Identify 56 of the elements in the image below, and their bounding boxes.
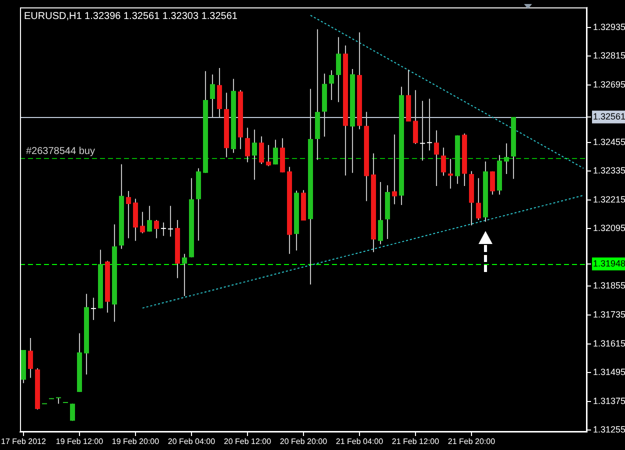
candlestick	[70, 403, 75, 422]
candlestick	[476, 178, 481, 221]
candlestick	[392, 134, 397, 205]
candlestick	[259, 136, 264, 164]
y-tick-label: 1.32935	[593, 22, 625, 32]
candlestick	[147, 205, 152, 232]
candlestick	[161, 222, 166, 236]
candlestick	[273, 139, 278, 165]
x-tick-label: 20 Feb 12:00	[224, 437, 272, 446]
y-tick-label: 1.32815	[593, 50, 625, 61]
y-tick-label: 1.31615	[593, 338, 625, 348]
candlestick	[378, 181, 383, 245]
x-tick-label: 21 Feb 04:00	[336, 437, 384, 446]
y-tick-label: 1.31948	[593, 258, 625, 268]
candlestick	[490, 170, 495, 196]
candlestick	[28, 338, 33, 378]
y-tick-label: 1.31375	[593, 396, 625, 406]
ref-line-label: #26378544 buy	[26, 146, 95, 158]
y-tick-label: 1.32561	[593, 111, 625, 122]
candlestick	[210, 74, 215, 118]
x-tick-label: 17 Feb 2012	[1, 437, 46, 446]
candlestick	[217, 68, 222, 118]
y-tick-label: 1.32095	[593, 223, 625, 234]
candlestick	[182, 253, 187, 297]
candlestick	[266, 144, 271, 167]
candlestick	[420, 100, 425, 162]
x-tick-label: 19 Feb 12:00	[56, 437, 104, 446]
candlestick	[336, 36, 341, 103]
candlestick	[154, 220, 159, 239]
y-tick-label: 1.31735	[593, 309, 625, 320]
x-tick-label: 20 Feb 04:00	[168, 437, 216, 446]
y-tick-label: 1.31855	[593, 280, 625, 291]
candlestick	[329, 70, 334, 100]
y-tick-label: 1.32215	[593, 194, 625, 204]
candlestick	[427, 98, 432, 152]
y-tick-label: 1.31495	[593, 367, 625, 378]
x-tick-label: 21 Feb 20:00	[448, 437, 496, 446]
x-tick-label: 19 Feb 20:00	[112, 437, 160, 446]
candlestick	[413, 90, 418, 145]
candlestick	[252, 129, 257, 180]
candlestick	[168, 205, 173, 238]
candlestick	[91, 297, 96, 321]
y-tick-label: 1.32335	[593, 166, 625, 176]
candlestick	[126, 190, 131, 239]
candlestick	[245, 127, 250, 163]
chart-title: EURUSD,H1 1.32396 1.32561 1.32303 1.32561	[24, 11, 238, 22]
candlestick	[434, 130, 439, 187]
x-tick-label: 21 Feb 12:00	[392, 437, 440, 446]
candlestick	[448, 158, 453, 190]
candlestick	[504, 142, 509, 175]
y-tick-label: 1.31255	[593, 424, 625, 435]
x-tick-label: 20 Feb 20:00	[280, 437, 328, 446]
candlestick	[140, 211, 145, 234]
y-tick-label: 1.32695	[593, 79, 625, 90]
candlestick	[441, 147, 446, 176]
y-tick-label: 1.32455	[593, 136, 625, 147]
